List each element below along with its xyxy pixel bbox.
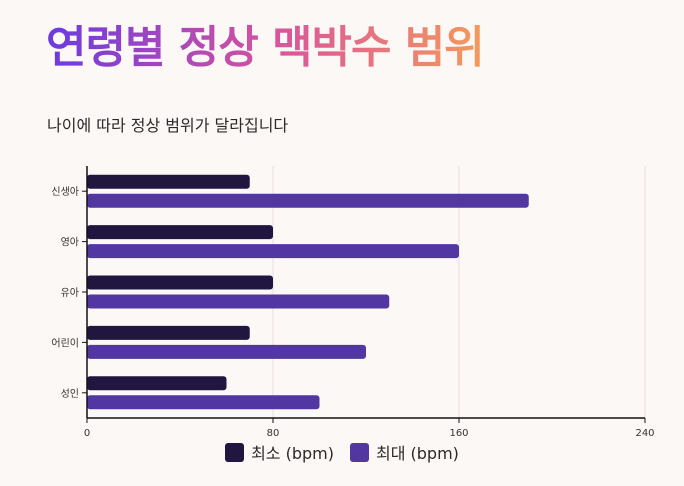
- legend-swatch-max: [350, 442, 369, 462]
- x-tick-label-240: 240: [635, 428, 654, 439]
- bar-max-0: [87, 193, 529, 208]
- legend-swatch-min: [225, 442, 245, 462]
- chart-subtitle: 나이에 따라 정상 범위가 달라집니다: [47, 116, 289, 135]
- y-tick-label-3: 어린이: [51, 337, 79, 349]
- bar-max-2: [87, 294, 390, 309]
- bar-min-3: [87, 325, 250, 340]
- x-tick-label-80: 80: [267, 428, 280, 439]
- x-tick-label-160: 160: [449, 428, 468, 439]
- bar-max-3: [87, 344, 366, 359]
- y-tick-label-2: 유아: [61, 287, 79, 299]
- legend-item-max: 최대 (bpm): [350, 440, 459, 464]
- bar-max-4: [87, 395, 320, 410]
- bar-min-4: [87, 376, 227, 391]
- legend: 최소 (bpm) 최대 (bpm): [0, 440, 684, 464]
- chart-title: 연령별 정상 맥박수 범위: [46, 16, 485, 80]
- x-tick-label-0: 0: [84, 428, 90, 439]
- y-tick-label-1: 영아: [61, 237, 79, 249]
- bar-min-0: [87, 174, 250, 189]
- legend-label-max: 최대 (bpm): [376, 444, 459, 463]
- bar-min-1: [87, 225, 273, 240]
- y-tick-label-4: 성인: [61, 388, 79, 400]
- bar-min-2: [87, 275, 273, 290]
- bar-max-1: [87, 244, 459, 259]
- legend-item-min: 최소 (bpm): [225, 440, 334, 464]
- legend-label-min: 최소 (bpm): [251, 444, 334, 463]
- y-tick-label-0: 신생아: [51, 186, 79, 198]
